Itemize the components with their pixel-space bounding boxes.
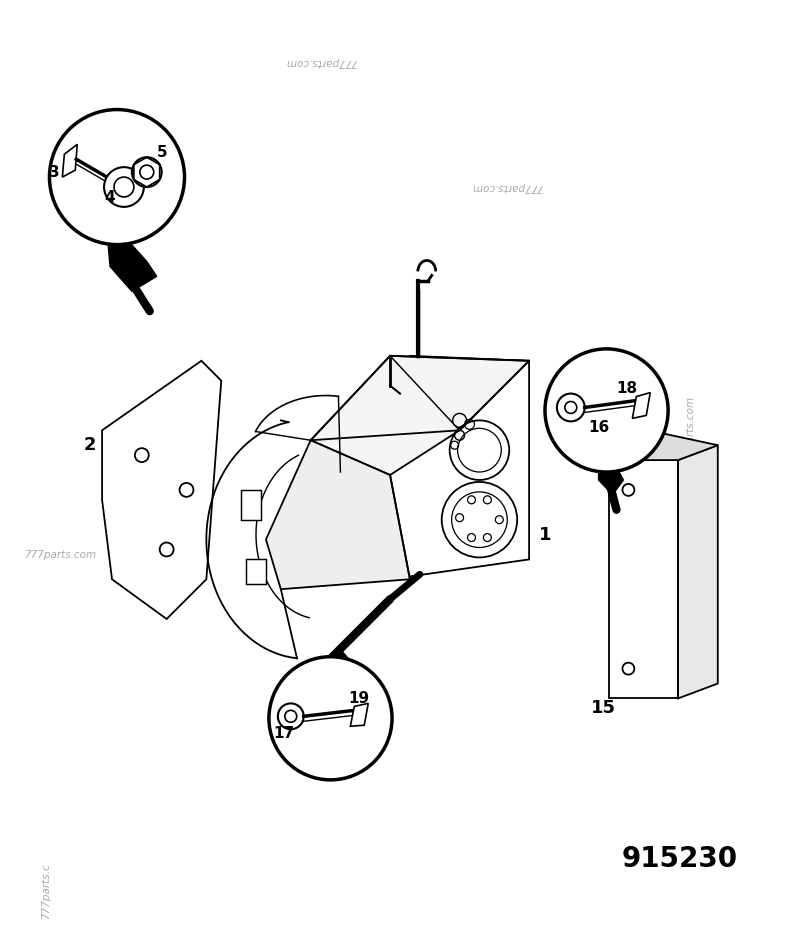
Polygon shape: [108, 232, 157, 291]
Circle shape: [50, 109, 185, 245]
Text: 915230: 915230: [622, 846, 738, 873]
Polygon shape: [241, 490, 261, 520]
Circle shape: [132, 158, 162, 187]
Polygon shape: [678, 445, 718, 698]
Text: 19: 19: [348, 692, 370, 706]
Circle shape: [557, 394, 585, 421]
Circle shape: [278, 703, 304, 729]
Polygon shape: [350, 703, 368, 726]
Polygon shape: [609, 430, 718, 460]
Text: 777parts.com: 777parts.com: [24, 549, 96, 560]
Text: 3: 3: [49, 165, 60, 180]
Text: 17: 17: [273, 726, 294, 741]
Polygon shape: [390, 356, 529, 579]
Polygon shape: [632, 393, 650, 419]
Text: 2: 2: [84, 437, 97, 455]
Text: 1: 1: [539, 526, 551, 544]
Text: 777parts.com: 777parts.com: [285, 57, 357, 66]
Text: 777parts.c: 777parts.c: [42, 864, 51, 919]
Polygon shape: [266, 440, 410, 589]
Text: 4: 4: [105, 190, 115, 205]
Circle shape: [269, 657, 392, 780]
Polygon shape: [102, 361, 222, 619]
Polygon shape: [310, 356, 529, 475]
Text: 777parts.com: 777parts.com: [471, 182, 543, 192]
Polygon shape: [326, 647, 348, 671]
Text: 5: 5: [156, 145, 167, 160]
Text: 16: 16: [589, 420, 610, 436]
Text: 18: 18: [617, 381, 638, 396]
Text: 777parts.com: 777parts.com: [685, 396, 695, 468]
Polygon shape: [609, 460, 678, 698]
Circle shape: [545, 349, 668, 472]
Polygon shape: [246, 559, 266, 585]
Circle shape: [104, 167, 144, 207]
Polygon shape: [598, 460, 623, 494]
Text: 15: 15: [590, 699, 616, 717]
Polygon shape: [62, 144, 78, 177]
